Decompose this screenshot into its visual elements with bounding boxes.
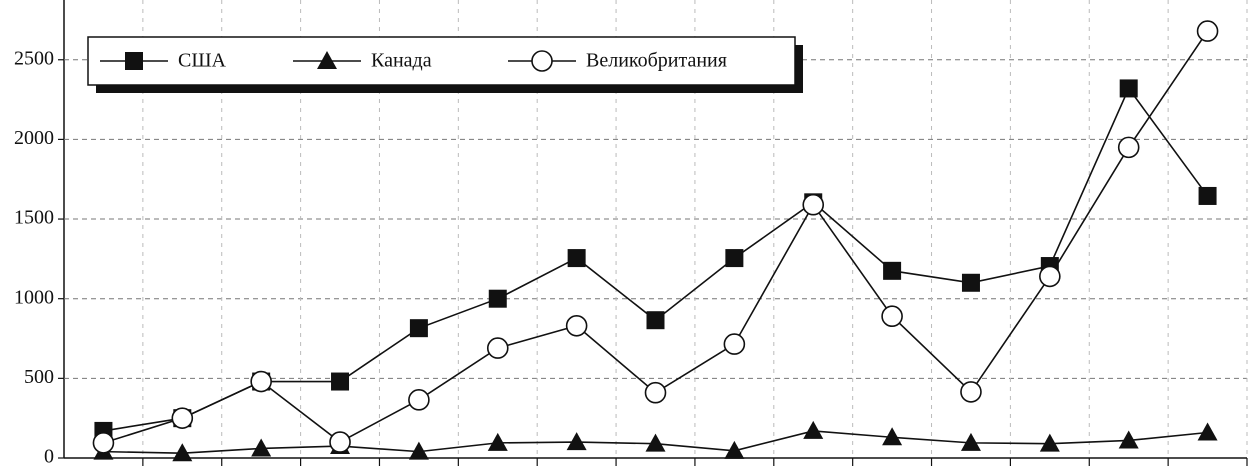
- marker-square: [725, 249, 744, 268]
- marker-triangle: [251, 438, 272, 457]
- marker-square: [961, 273, 980, 292]
- marker-triangle: [172, 443, 193, 462]
- marker-circle: [92, 432, 115, 454]
- marker-circle: [531, 50, 553, 72]
- marker-circle: [1039, 265, 1061, 288]
- marker-triangle: [803, 420, 824, 439]
- marker-triangle: [1197, 422, 1218, 441]
- marker-circle: [565, 314, 588, 337]
- marker-square: [409, 319, 428, 338]
- marker-square: [646, 311, 665, 330]
- marker-square: [1119, 79, 1138, 98]
- marker-triangle: [960, 432, 981, 451]
- legend-label: США: [178, 50, 227, 72]
- legend-label: Великобритания: [586, 50, 727, 72]
- marker-circle: [329, 431, 351, 453]
- y-tick-label: 2000: [14, 127, 54, 149]
- y-tick-label: 1500: [14, 207, 54, 229]
- marker-circle: [250, 370, 272, 393]
- legend-box: [87, 36, 796, 86]
- grid: 0 500 1000 1500 2000 2500: [14, 0, 1248, 468]
- marker-circle: [1196, 20, 1219, 42]
- marker-circle: [802, 193, 825, 216]
- marker-triangle: [882, 427, 903, 446]
- marker-circle: [486, 337, 509, 359]
- marker-triangle: [1118, 430, 1139, 449]
- marker-circle: [723, 333, 746, 355]
- y-tick-label: 2500: [14, 47, 54, 69]
- marker-circle: [171, 407, 194, 429]
- marker-triangle: [645, 433, 666, 452]
- marker-square: [331, 372, 350, 391]
- lines: [92, 20, 1219, 462]
- marker-square: [488, 289, 507, 308]
- marker-circle: [1117, 136, 1140, 159]
- marker-triangle: [724, 440, 745, 459]
- marker-square: [883, 261, 902, 280]
- marker-square: [125, 52, 143, 70]
- legend: США Канада Великобритания: [87, 36, 803, 93]
- marker-circle: [644, 381, 667, 404]
- marker-circle: [960, 381, 982, 403]
- marker-square: [1198, 186, 1217, 205]
- y-tick-label: 1000: [14, 286, 54, 308]
- marker-circle: [881, 305, 903, 328]
- marker-triangle: [1039, 433, 1060, 452]
- marker-triangle: [487, 432, 508, 451]
- marker-triangle: [566, 432, 587, 451]
- legend-label: Канада: [371, 50, 432, 72]
- marker-triangle: [408, 441, 429, 460]
- y-tick-label: 500: [24, 366, 54, 388]
- marker-triangle: [317, 51, 337, 69]
- y-tick-label: 0: [44, 446, 54, 468]
- marker-circle: [408, 389, 430, 411]
- marker-square: [567, 249, 586, 268]
